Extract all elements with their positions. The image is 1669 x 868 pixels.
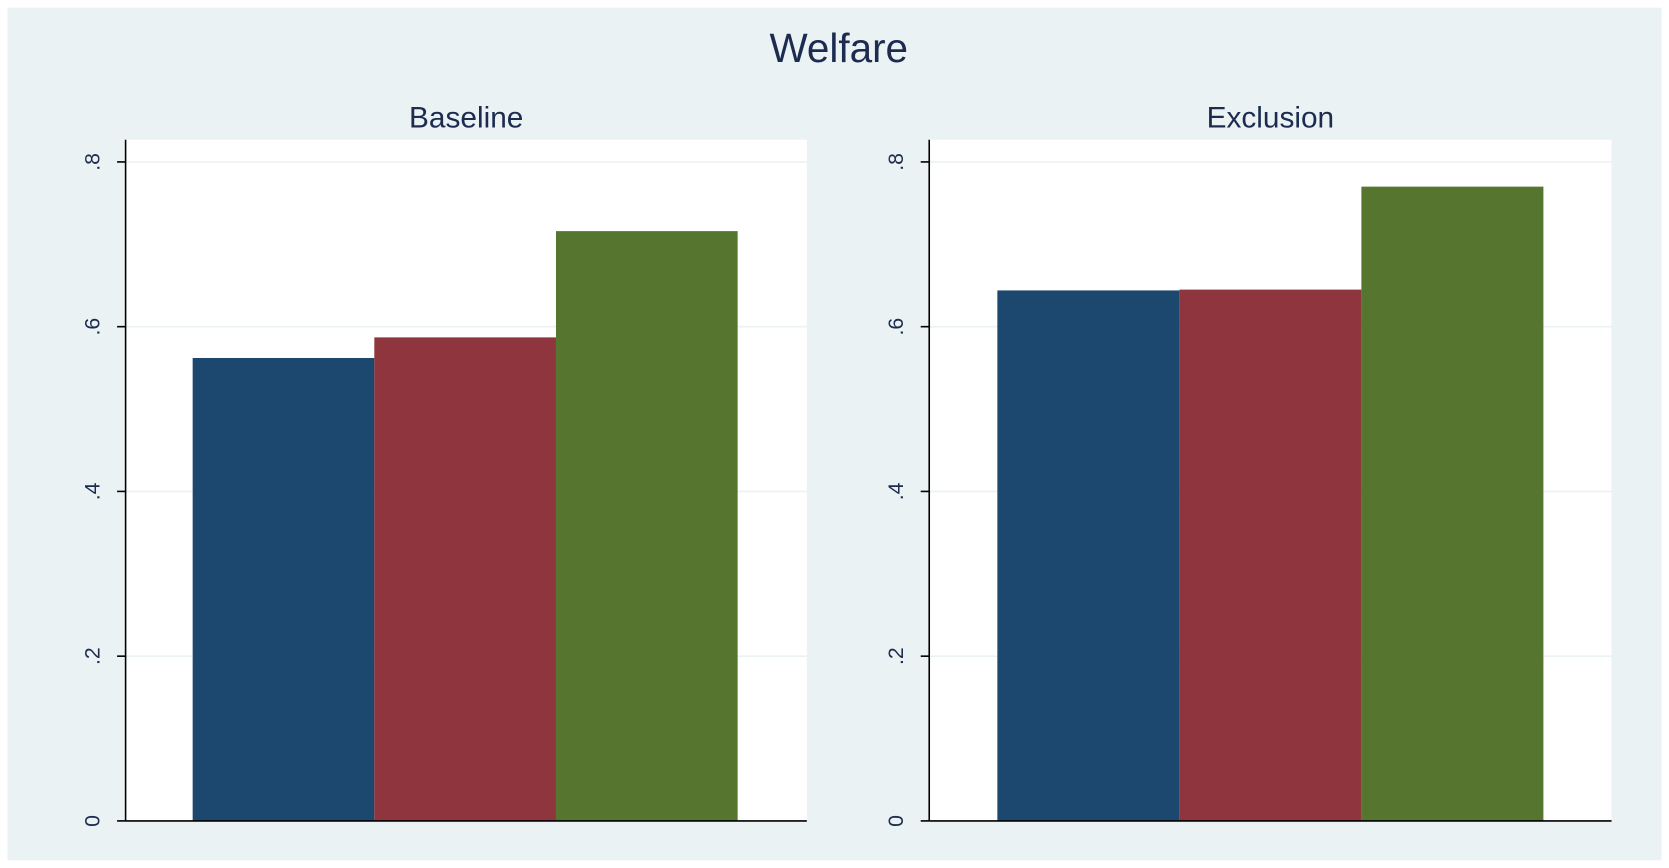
y-tick-label: .8 bbox=[80, 153, 104, 171]
y-tick-label: .8 bbox=[884, 153, 908, 171]
y-tick-label: .2 bbox=[80, 647, 104, 665]
y-tick-label: .4 bbox=[80, 482, 104, 500]
bar bbox=[1361, 186, 1544, 821]
panel-title: Baseline bbox=[409, 101, 523, 134]
y-tick-label: 0 bbox=[884, 815, 908, 827]
bar bbox=[997, 290, 1180, 821]
y-tick-label: .2 bbox=[884, 647, 908, 665]
bar bbox=[555, 231, 738, 821]
y-tick-label: .6 bbox=[884, 318, 908, 336]
bar bbox=[1179, 289, 1362, 821]
y-tick-label: 0 bbox=[80, 815, 104, 827]
y-tick-label: .6 bbox=[80, 318, 104, 336]
panel-title: Exclusion bbox=[1207, 101, 1335, 134]
chart-title: Welfare bbox=[769, 25, 908, 71]
bar bbox=[192, 357, 375, 821]
bar bbox=[374, 337, 556, 821]
y-tick-label: .4 bbox=[884, 482, 908, 500]
